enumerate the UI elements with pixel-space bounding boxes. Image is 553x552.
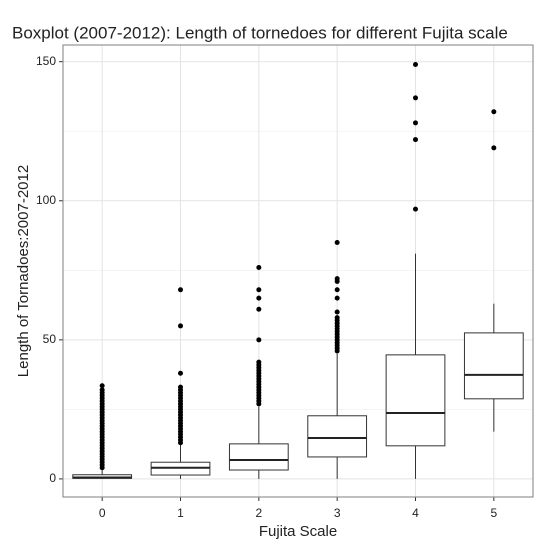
box [228, 443, 289, 471]
outlier [491, 109, 497, 115]
panel-border [62, 44, 534, 498]
x-tick-label: 4 [412, 506, 419, 520]
outlier [334, 295, 340, 301]
outlier [334, 239, 340, 245]
box [385, 354, 446, 447]
box [307, 415, 368, 458]
x-tick-label: 1 [177, 506, 184, 520]
x-axis-label: Fujita Scale [259, 523, 337, 540]
outlier [413, 61, 418, 67]
outlier [178, 384, 183, 390]
outlier [334, 287, 340, 293]
outlier [491, 145, 497, 151]
outlier [413, 95, 418, 101]
outlier [413, 120, 418, 126]
outlier [178, 287, 183, 293]
y-tick-label: 150 [36, 54, 56, 68]
outlier [256, 287, 262, 293]
x-tick-label: 5 [490, 506, 497, 520]
x-tick-label: 2 [255, 506, 262, 520]
outlier [178, 370, 183, 376]
outlier [256, 295, 262, 301]
y-axis-label: Length of Tornadoes:2007-2012 [15, 165, 32, 377]
outlier [413, 137, 418, 143]
box [463, 332, 524, 400]
outlier [256, 306, 262, 312]
y-tick-label: 50 [43, 332, 57, 346]
x-tick-label: 3 [334, 506, 341, 520]
outlier [178, 323, 183, 329]
y-tick-label: 0 [49, 471, 56, 485]
outlier [334, 276, 340, 282]
y-tick-label: 100 [36, 193, 56, 207]
chart-title: Boxplot (2007-2012): Length of tornedoes… [12, 23, 508, 42]
outlier [99, 383, 105, 389]
outlier [256, 265, 262, 271]
outlier [413, 206, 418, 212]
outlier [256, 337, 262, 343]
outlier [99, 387, 105, 393]
outlier [334, 315, 340, 321]
x-tick-label: 0 [99, 506, 106, 520]
outlier [256, 359, 262, 365]
panel [63, 45, 533, 497]
outlier [334, 309, 340, 315]
